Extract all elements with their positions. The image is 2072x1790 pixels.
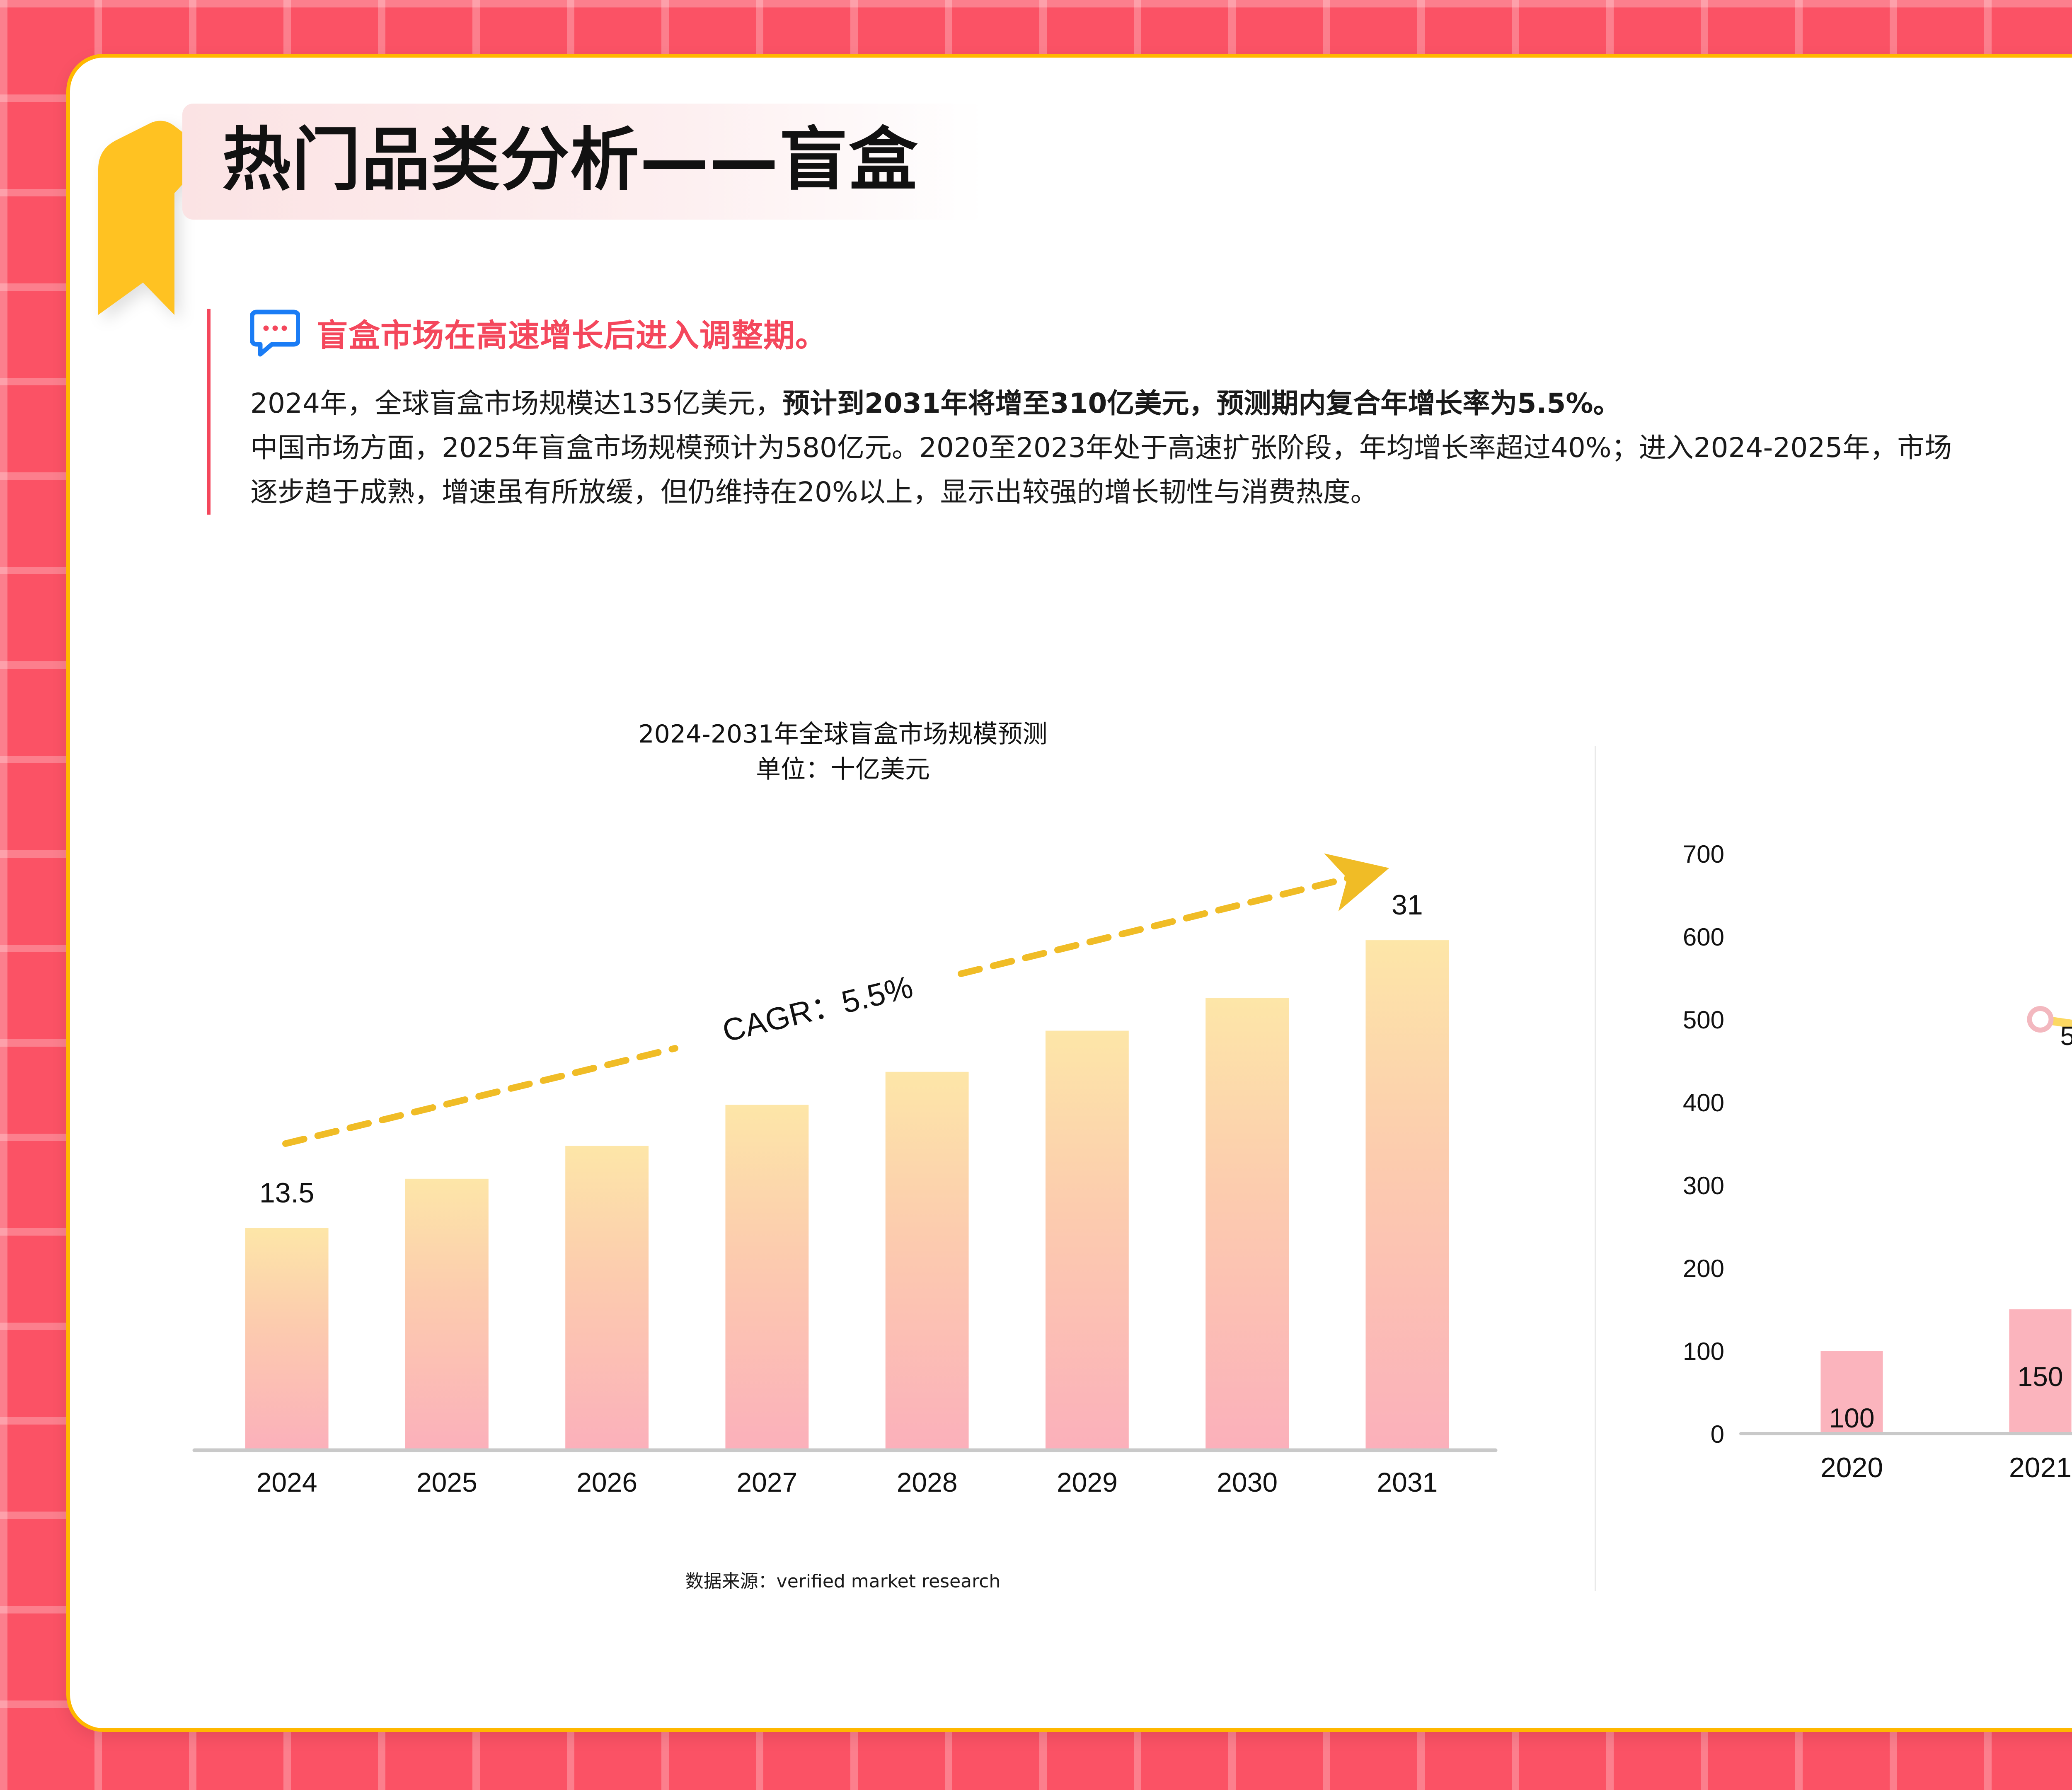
bar (2009, 1309, 2072, 1434)
global-bar-value-labels: 13.5 31 (259, 889, 1423, 1209)
x-tick-label: 2020 (1820, 1452, 1883, 1483)
bar (405, 1179, 489, 1451)
x-tick-label: 2029 (1057, 1467, 1118, 1497)
chart-title-global: 2024-2031年全球盲盒市场规模预测 单位：十亿美元 (638, 717, 1047, 787)
global-blindbox-bar-chart: 13.531 2024 2025 2026 2027 2028 2029 2030 2031 … (192, 853, 1498, 1497)
bar (565, 1146, 649, 1451)
bar (725, 1105, 809, 1451)
chart-panel-global: 2024-2031年全球盲盒市场规模预测 单位：十亿美元 13.5 31 2024… (108, 717, 1578, 1678)
global-bars-group (245, 940, 1449, 1451)
bar-value-label: 150 (2017, 1361, 2063, 1392)
left-axis-tick: 100 (1683, 1338, 1724, 1365)
page-title-container: 热门品类分析——盲盒 (182, 104, 985, 220)
left-axis-tick: 600 (1683, 923, 1724, 951)
x-tick-label: 2024 (257, 1467, 317, 1497)
bar (1045, 1030, 1129, 1451)
bar-value-label: 100 (1829, 1403, 1874, 1433)
line-marker (2027, 1006, 2054, 1033)
china-bar-value-labels: 100150220350480580 (1829, 1361, 2063, 1433)
global-x-axis-tick-labels: 2024 2025 2026 2027 2028 2029 2030 2031 (257, 1467, 1438, 1497)
china-growth-rate-markers (2027, 1006, 2054, 1033)
bar (885, 1072, 969, 1451)
summary-line-3: 逐步趋于成熟，增速虽有所放缓，但仍维持在20%以上，显示出较强的增长韧性与消费热… (250, 476, 1378, 508)
left-axis-tick: 300 (1683, 1172, 1724, 1200)
bar-value-label: 31 (1392, 889, 1423, 921)
summary-block: 盲盒市场在高速增长后进入调整期。 2024年，全球盲盒市场规模达135亿美元，预… (207, 309, 2072, 515)
page-title: 热门品类分析——盲盒 (222, 120, 918, 200)
x-tick-label: 2031 (1377, 1467, 1438, 1497)
left-axis-tick: 400 (1683, 1089, 1724, 1117)
chart-panel-divider (1595, 746, 1596, 1591)
cagr-annotation: CAGR：5.5% (719, 970, 916, 1049)
chart-title-global-line2: 单位：十亿美元 (755, 755, 930, 784)
charts-row: 2024-2031年全球盲盒市场规模预测 单位：十亿美元 13.5 31 2024… (108, 717, 2072, 1678)
bar (1365, 940, 1449, 1451)
summary-line-2: 中国市场方面，2025年盲盒市场规模预计为580亿元。2020至2023年处于高… (250, 431, 1952, 464)
china-growth-rate-line (2036, 1015, 2072, 1028)
x-tick-label: 2027 (736, 1467, 797, 1497)
x-tick-label: 2028 (897, 1467, 958, 1497)
summary-headline-row: 盲盒市场在高速增长后进入调整期。 (250, 309, 2072, 357)
china-bars-group (1820, 1309, 2072, 1434)
page-title-backdrop: 热门品类分析——盲盒 (182, 104, 985, 220)
summary-headline: 盲盒市场在高速增长后进入调整期。 (317, 317, 827, 354)
line-value-label: 50% (2060, 1021, 2072, 1051)
cagr-trend-segment-right (958, 853, 1389, 977)
bar (1205, 998, 1289, 1451)
left-axis-tick: 700 (1683, 840, 1724, 868)
bar (245, 1228, 329, 1451)
x-tick-label: 2030 (1217, 1467, 1278, 1497)
bar (1820, 1351, 1883, 1434)
chart-title-global-line1: 2024-2031年全球盲盒市场规模预测 (638, 720, 1048, 749)
cagr-trend-segment-left (282, 1045, 678, 1147)
left-axis-tick: 200 (1683, 1255, 1724, 1282)
chart-panel-china: 2024-2031年全球盲盒市场规模预测 单位：市场规模（亿元） 市场规模 同比… (1613, 717, 2072, 1678)
content-card (66, 54, 2072, 1732)
speech-bubble-icon (250, 310, 300, 357)
x-tick-label: 2025 (416, 1467, 477, 1497)
chart-source-global: 数据来源：verified market research (685, 1571, 1001, 1592)
left-axis-tick: 500 (1683, 1006, 1724, 1034)
china-x-axis-tick-labels: 202020212022202320242025 (1820, 1452, 2072, 1483)
china-growth-rate-labels: 50%46.70%59.10%37.10%20.80% (2060, 1021, 2072, 1051)
x-tick-label: 2021 (2009, 1452, 2072, 1483)
china-left-axis-labels: 0 100 200 300 400 500 600 700 (1683, 840, 1724, 1448)
left-axis-tick: 0 (1711, 1420, 1724, 1448)
bar-value-label: 13.5 (259, 1177, 314, 1209)
summary-line-1: 2024年，全球盲盒市场规模达135亿美元，预计到2031年将增至310亿美元，… (250, 387, 1621, 419)
x-tick-label: 2026 (576, 1467, 637, 1497)
